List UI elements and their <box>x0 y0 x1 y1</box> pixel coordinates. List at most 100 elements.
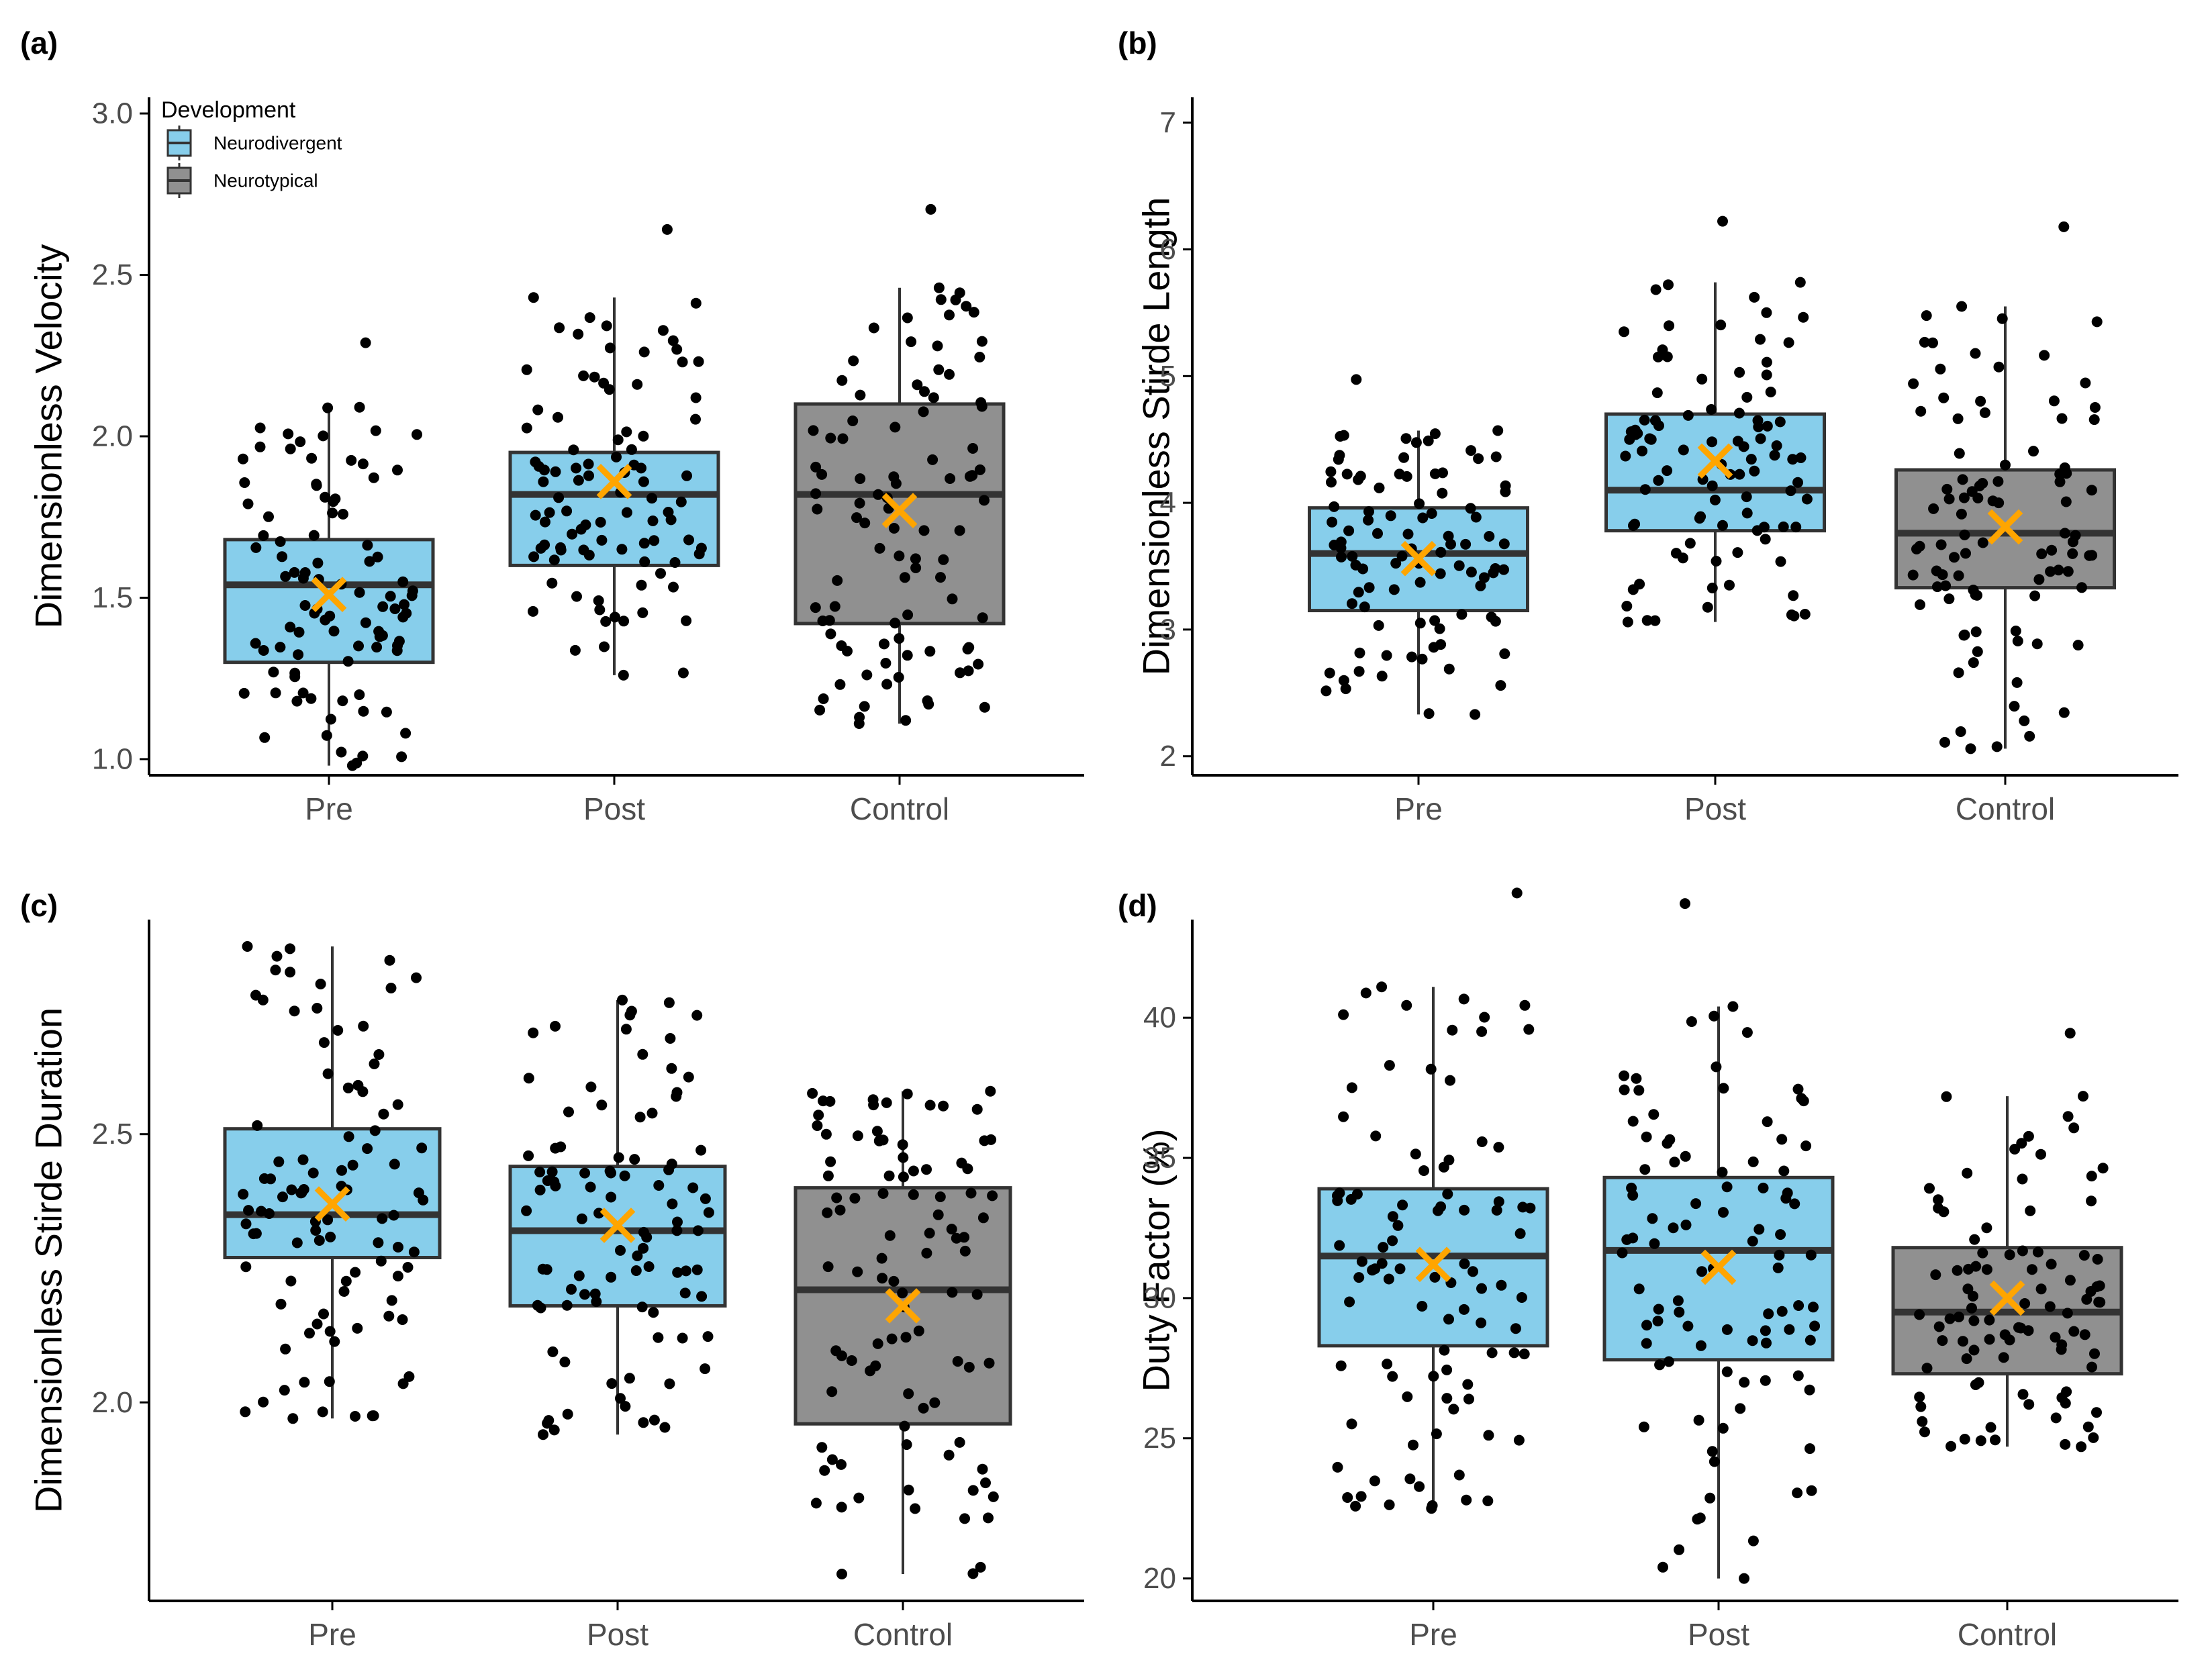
data-point <box>1519 999 1531 1011</box>
data-point <box>369 1059 380 1069</box>
data-point <box>967 1568 979 1579</box>
data-point <box>1427 1500 1438 1511</box>
data-point <box>534 1184 546 1195</box>
data-point <box>411 972 422 983</box>
data-point <box>667 335 679 346</box>
data-point <box>1682 1320 1694 1332</box>
data-point <box>918 525 930 536</box>
data-point <box>1761 307 1772 318</box>
data-point <box>825 1156 836 1167</box>
data-point <box>328 496 339 507</box>
data-point <box>2044 1301 2056 1312</box>
data-point <box>291 695 303 707</box>
data-point <box>1917 1416 1928 1427</box>
data-point <box>258 645 269 656</box>
data-point <box>664 1378 675 1389</box>
data-point <box>318 1308 329 1320</box>
data-point <box>399 599 410 610</box>
data-point <box>1417 512 1429 524</box>
data-point <box>325 1231 336 1242</box>
data-point <box>1775 556 1786 567</box>
data-point <box>1652 1316 1664 1327</box>
data-point <box>289 567 300 578</box>
data-point <box>2089 402 2101 413</box>
data-point <box>2000 459 2011 471</box>
data-point <box>358 1020 369 1032</box>
data-point <box>1674 1544 1685 1555</box>
data-point <box>1943 593 1955 605</box>
data-point <box>2046 544 2058 556</box>
data-point <box>2067 548 2078 559</box>
data-point <box>1749 465 1760 477</box>
data-point <box>812 1120 823 1131</box>
data-point <box>612 434 624 446</box>
data-point <box>360 617 371 628</box>
data-point <box>2023 1130 2034 1142</box>
data-point <box>2053 565 2064 576</box>
data-point <box>373 1049 385 1060</box>
data-point <box>2056 413 2068 424</box>
data-point <box>554 322 565 334</box>
data-point <box>611 451 622 462</box>
data-point <box>1406 651 1417 663</box>
data-point <box>2079 1329 2090 1340</box>
data-point <box>548 554 560 566</box>
data-point <box>1993 361 2005 373</box>
data-point <box>1414 577 1426 588</box>
data-point <box>594 604 606 616</box>
data-point <box>1915 405 1927 417</box>
data-point <box>1619 1070 1630 1081</box>
data-point <box>389 1159 400 1170</box>
data-point <box>1678 444 1689 456</box>
data-point <box>1924 1183 1935 1194</box>
data-point <box>1443 663 1455 675</box>
data-point <box>1792 1370 1804 1381</box>
data-point <box>553 492 565 503</box>
data-point <box>1483 1430 1494 1441</box>
data-point <box>924 646 936 657</box>
data-point <box>264 1208 275 1219</box>
data-point <box>606 1271 617 1283</box>
data-point <box>1392 1220 1404 1231</box>
data-point <box>1359 601 1370 613</box>
data-point <box>2081 1293 2093 1305</box>
data-point <box>893 672 904 683</box>
data-point <box>943 1449 955 1461</box>
data-point <box>336 746 347 758</box>
data-point <box>624 1010 636 1021</box>
data-point <box>1401 999 1412 1011</box>
data-point <box>573 475 584 486</box>
data-point <box>1453 560 1465 571</box>
data-point <box>1682 409 1694 421</box>
data-point <box>1790 522 1802 533</box>
data-point <box>397 1378 409 1389</box>
data-point <box>831 1192 843 1204</box>
data-point <box>1519 1349 1530 1360</box>
y-tick-label: 6 <box>1160 233 1176 266</box>
y-tick-label: 20 <box>1143 1562 1176 1595</box>
data-point <box>1805 1443 1815 1455</box>
x-tick-label: Post <box>1688 1617 1749 1652</box>
box-control <box>794 203 1006 729</box>
data-point <box>667 1198 678 1210</box>
data-point <box>327 507 338 519</box>
data-point <box>354 401 365 413</box>
data-point <box>324 1326 336 1337</box>
data-point <box>985 1134 997 1145</box>
data-point <box>900 715 912 726</box>
data-point <box>1758 1182 1769 1193</box>
data-point <box>312 557 324 569</box>
data-point <box>1344 1296 1355 1308</box>
data-point <box>618 669 629 681</box>
data-point <box>2061 1386 2072 1398</box>
data-point <box>1747 1535 1759 1547</box>
data-point <box>2028 446 2039 457</box>
data-point <box>1456 609 1468 620</box>
data-point <box>1633 1085 1645 1096</box>
data-point <box>1653 1304 1664 1315</box>
data-point <box>259 732 271 743</box>
data-point <box>687 1182 699 1193</box>
data-point <box>1351 1189 1363 1199</box>
data-point <box>1927 337 1938 348</box>
data-point <box>544 507 555 518</box>
